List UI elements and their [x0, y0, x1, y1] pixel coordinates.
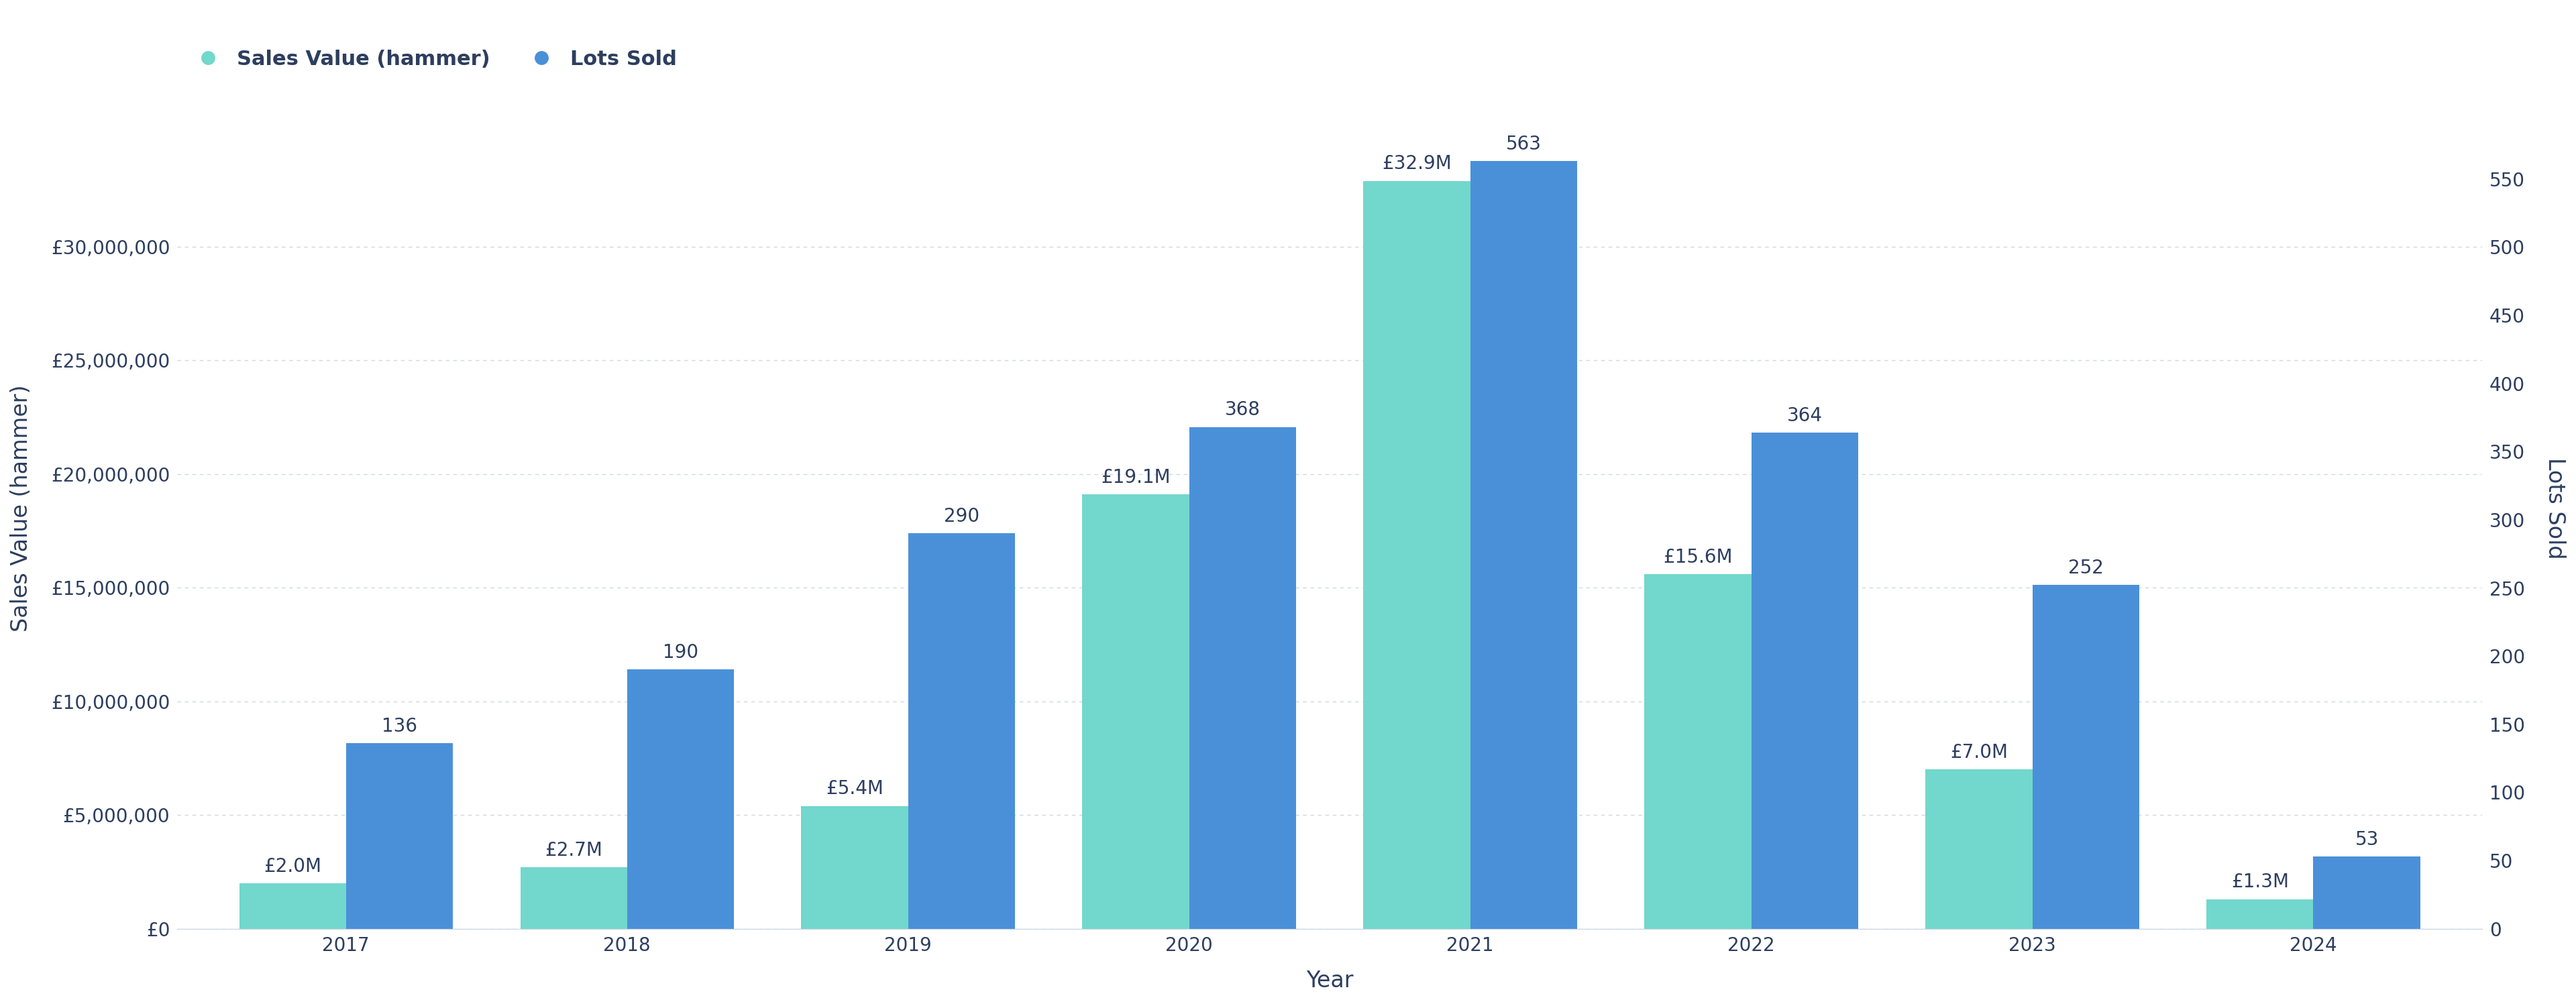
Text: £32.9M: £32.9M	[1381, 154, 1453, 173]
Text: £19.1M: £19.1M	[1100, 468, 1170, 487]
Bar	[801, 806, 909, 929]
Text: £5.4M: £5.4M	[827, 780, 884, 799]
Bar	[2313, 857, 2421, 929]
Bar	[1363, 180, 1471, 929]
Text: £7.0M: £7.0M	[1950, 743, 2007, 762]
Text: £15.6M: £15.6M	[1664, 548, 1734, 566]
Text: £2.7M: £2.7M	[546, 841, 603, 860]
Legend: Sales Value (hammer), Lots Sold: Sales Value (hammer), Lots Sold	[188, 49, 677, 69]
Text: 368: 368	[1224, 401, 1260, 420]
Bar	[909, 533, 1015, 929]
Bar	[520, 868, 626, 929]
Text: 136: 136	[381, 716, 417, 735]
Y-axis label: Sales Value (hammer): Sales Value (hammer)	[10, 385, 33, 631]
Text: 190: 190	[662, 643, 698, 662]
Bar	[2208, 899, 2313, 929]
X-axis label: Year: Year	[1306, 970, 1352, 992]
Bar	[1190, 427, 1296, 929]
Bar	[1752, 433, 1857, 929]
Bar	[626, 669, 734, 929]
Bar	[345, 743, 453, 929]
Text: 290: 290	[943, 507, 979, 526]
Text: £2.0M: £2.0M	[263, 857, 322, 876]
Bar	[1471, 161, 1577, 929]
Bar	[2032, 585, 2138, 929]
Bar	[1082, 494, 1190, 929]
Bar	[1643, 574, 1752, 929]
Y-axis label: Lots Sold: Lots Sold	[2543, 457, 2566, 559]
Bar	[1924, 770, 2032, 929]
Text: 53: 53	[2354, 830, 2378, 849]
Text: 563: 563	[1507, 135, 1540, 153]
Text: £1.3M: £1.3M	[2231, 873, 2290, 892]
Bar	[240, 883, 345, 929]
Text: 364: 364	[1788, 406, 1821, 425]
Text: 252: 252	[2069, 559, 2105, 577]
